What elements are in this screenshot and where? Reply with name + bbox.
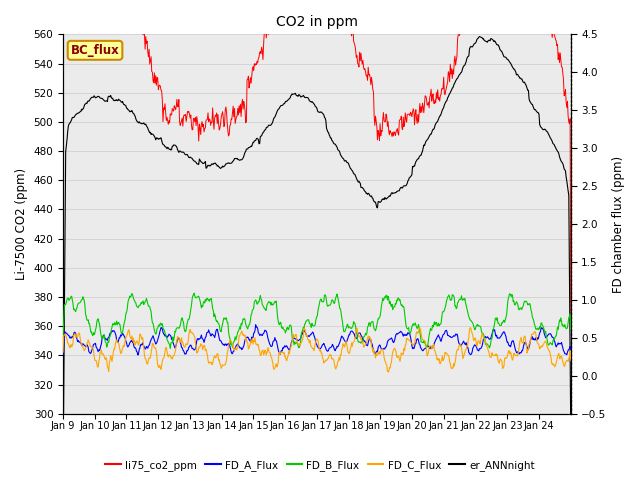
- Y-axis label: FD chamber flux (ppm): FD chamber flux (ppm): [612, 156, 625, 293]
- Title: CO2 in ppm: CO2 in ppm: [276, 15, 358, 29]
- Y-axis label: Li-7500 CO2 (ppm): Li-7500 CO2 (ppm): [15, 168, 28, 280]
- Legend: li75_co2_ppm, FD_A_Flux, FD_B_Flux, FD_C_Flux, er_ANNnight: li75_co2_ppm, FD_A_Flux, FD_B_Flux, FD_C…: [101, 456, 539, 475]
- Text: BC_flux: BC_flux: [70, 44, 120, 57]
